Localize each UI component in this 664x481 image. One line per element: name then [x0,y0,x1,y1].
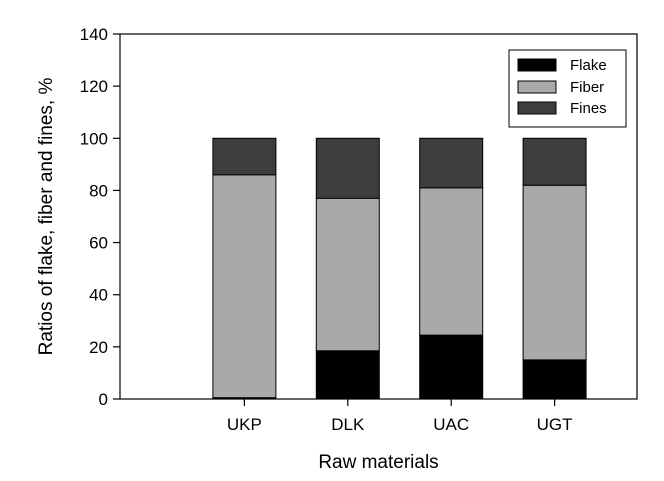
bar-fiber-dlk [315,197,380,352]
bar-fines-ukp [212,137,277,176]
y-tick-label: 20 [89,338,108,357]
x-axis: UKP DLK UAC UGT [227,399,573,434]
y-tick-label: 60 [89,234,108,253]
bar-fiber-ukp [212,174,277,399]
legend-label-flake: Flake [570,57,607,74]
bar-fiber-uac [419,187,484,336]
x-axis-title: Raw materials [318,452,438,473]
bar-fines-ugt [522,137,587,186]
y-axis-title: Ratios of flake, fiber and fines, % [36,78,57,356]
y-axis: 0 20 40 60 80 100 120 140 [80,25,120,409]
y-tick-label: 140 [80,25,108,44]
bar-flake-uac [419,334,484,400]
y-tick-label: 120 [80,77,108,96]
y-tick-label: 80 [89,181,108,200]
bar-fines-dlk [315,137,380,199]
bar-flake-dlk [315,350,380,400]
y-tick-label: 100 [80,129,108,148]
x-tick-label: UAC [433,415,469,434]
legend-swatch-flake [517,58,557,72]
bar-flake-ugt [522,359,587,400]
bar-fiber-ugt [522,184,587,361]
x-tick-label: UGT [537,415,573,434]
y-tick-label: 0 [99,390,108,409]
x-tick-label: DLK [331,415,365,434]
bar-fines-uac [419,137,484,189]
legend-swatch-fiber [517,80,557,94]
legend-label-fiber: Fiber [570,79,604,96]
legend-label-fines: Fines [570,100,607,117]
y-tick-label: 40 [89,286,108,305]
legend: Flake Fiber Fines [508,49,627,128]
legend-swatch-fines [517,101,557,115]
bars-group [212,137,587,400]
x-tick-label: UKP [227,415,262,434]
